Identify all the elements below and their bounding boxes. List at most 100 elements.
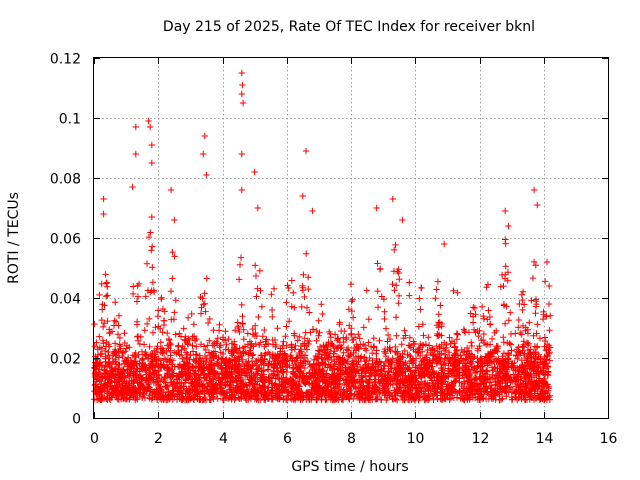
roti-point xyxy=(260,361,268,369)
roti-point xyxy=(382,350,389,357)
roti-point xyxy=(381,315,388,323)
roti-point xyxy=(171,216,178,224)
roti-point xyxy=(204,319,212,327)
roti-point xyxy=(261,326,268,334)
roti-point xyxy=(239,81,246,89)
roti-point xyxy=(214,358,221,366)
roti-point xyxy=(132,357,139,365)
roti-point xyxy=(441,240,448,248)
roti-point xyxy=(187,379,194,387)
roti-point xyxy=(172,331,179,338)
roti-point xyxy=(502,207,509,215)
roti-point xyxy=(147,229,154,236)
roti-point xyxy=(245,350,252,357)
roti-point xyxy=(519,306,526,314)
roti-point xyxy=(389,280,396,288)
roti-point xyxy=(277,357,284,364)
roti-point xyxy=(165,335,173,343)
roti-point xyxy=(484,368,491,375)
roti-point xyxy=(370,344,378,351)
roti-point xyxy=(454,360,462,367)
roti-point xyxy=(285,318,293,325)
roti-point xyxy=(202,346,209,354)
roti-point xyxy=(414,349,421,356)
roti-point xyxy=(137,381,144,388)
roti-point xyxy=(352,385,360,392)
roti-point xyxy=(545,300,553,308)
y-axis-label: ROTI / TECUs xyxy=(6,192,22,284)
data-points xyxy=(90,69,554,404)
roti-point xyxy=(252,368,260,376)
roti-point xyxy=(115,312,123,319)
roti-point xyxy=(505,317,513,324)
roti-point xyxy=(541,353,548,360)
roti-point xyxy=(381,308,388,315)
roti-point xyxy=(177,352,185,359)
roti-point xyxy=(98,374,105,381)
roti-point xyxy=(485,307,492,314)
roti-point xyxy=(469,319,477,326)
roti-point xyxy=(128,366,135,373)
roti-point xyxy=(168,368,175,375)
roti-point xyxy=(147,123,154,131)
roti-point xyxy=(372,378,379,385)
roti-point xyxy=(189,348,197,355)
roti-point xyxy=(293,357,300,365)
roti-point xyxy=(294,337,301,344)
roti-point xyxy=(169,275,176,282)
roti-point xyxy=(239,99,247,107)
roti-point xyxy=(157,339,164,346)
roti-point xyxy=(133,298,141,305)
roti-point xyxy=(384,331,392,339)
roti-point xyxy=(146,343,153,350)
roti-point xyxy=(134,365,141,373)
roti-point xyxy=(164,329,171,337)
roti-point xyxy=(411,372,418,380)
roti-point xyxy=(108,385,115,392)
roti-point xyxy=(147,386,154,393)
roti-point xyxy=(171,349,178,356)
roti-point xyxy=(206,315,213,323)
roti-point xyxy=(200,301,207,308)
roti-point xyxy=(327,386,335,394)
roti-point xyxy=(546,349,553,356)
roti-point xyxy=(422,354,430,361)
roti-point xyxy=(506,386,514,393)
roti-point xyxy=(363,287,370,294)
roti-point xyxy=(524,339,531,346)
roti-point xyxy=(418,358,425,365)
roti-point xyxy=(376,337,383,344)
roti-point xyxy=(334,344,341,351)
roti-point xyxy=(399,216,406,224)
roti-point xyxy=(546,282,553,290)
roti-point xyxy=(395,292,403,300)
roti-point xyxy=(365,339,372,346)
roti-point xyxy=(471,369,479,377)
roti-point xyxy=(355,331,362,338)
roti-point xyxy=(294,354,301,361)
roti-point xyxy=(288,277,295,284)
roti-point xyxy=(97,351,104,358)
roti-point xyxy=(438,350,445,357)
roti-point xyxy=(101,367,108,374)
roti-point xyxy=(502,236,509,243)
roti-point xyxy=(406,292,413,299)
roti-point xyxy=(518,331,525,338)
roti-point xyxy=(283,323,290,330)
roti-point xyxy=(349,369,356,376)
roti-point xyxy=(235,276,243,283)
roti-point xyxy=(534,343,541,350)
roti-point xyxy=(272,343,279,351)
roti-point xyxy=(340,349,347,356)
roti-point xyxy=(372,372,380,380)
roti-point xyxy=(454,331,461,338)
roti-point xyxy=(255,313,262,321)
roti-point xyxy=(417,306,424,313)
roti-point xyxy=(358,378,366,385)
roti-point xyxy=(133,318,141,325)
roti-point xyxy=(514,372,522,380)
roti-point xyxy=(296,333,303,340)
roti-point xyxy=(240,336,247,343)
roti-point xyxy=(435,311,442,318)
roti-point xyxy=(202,358,209,366)
